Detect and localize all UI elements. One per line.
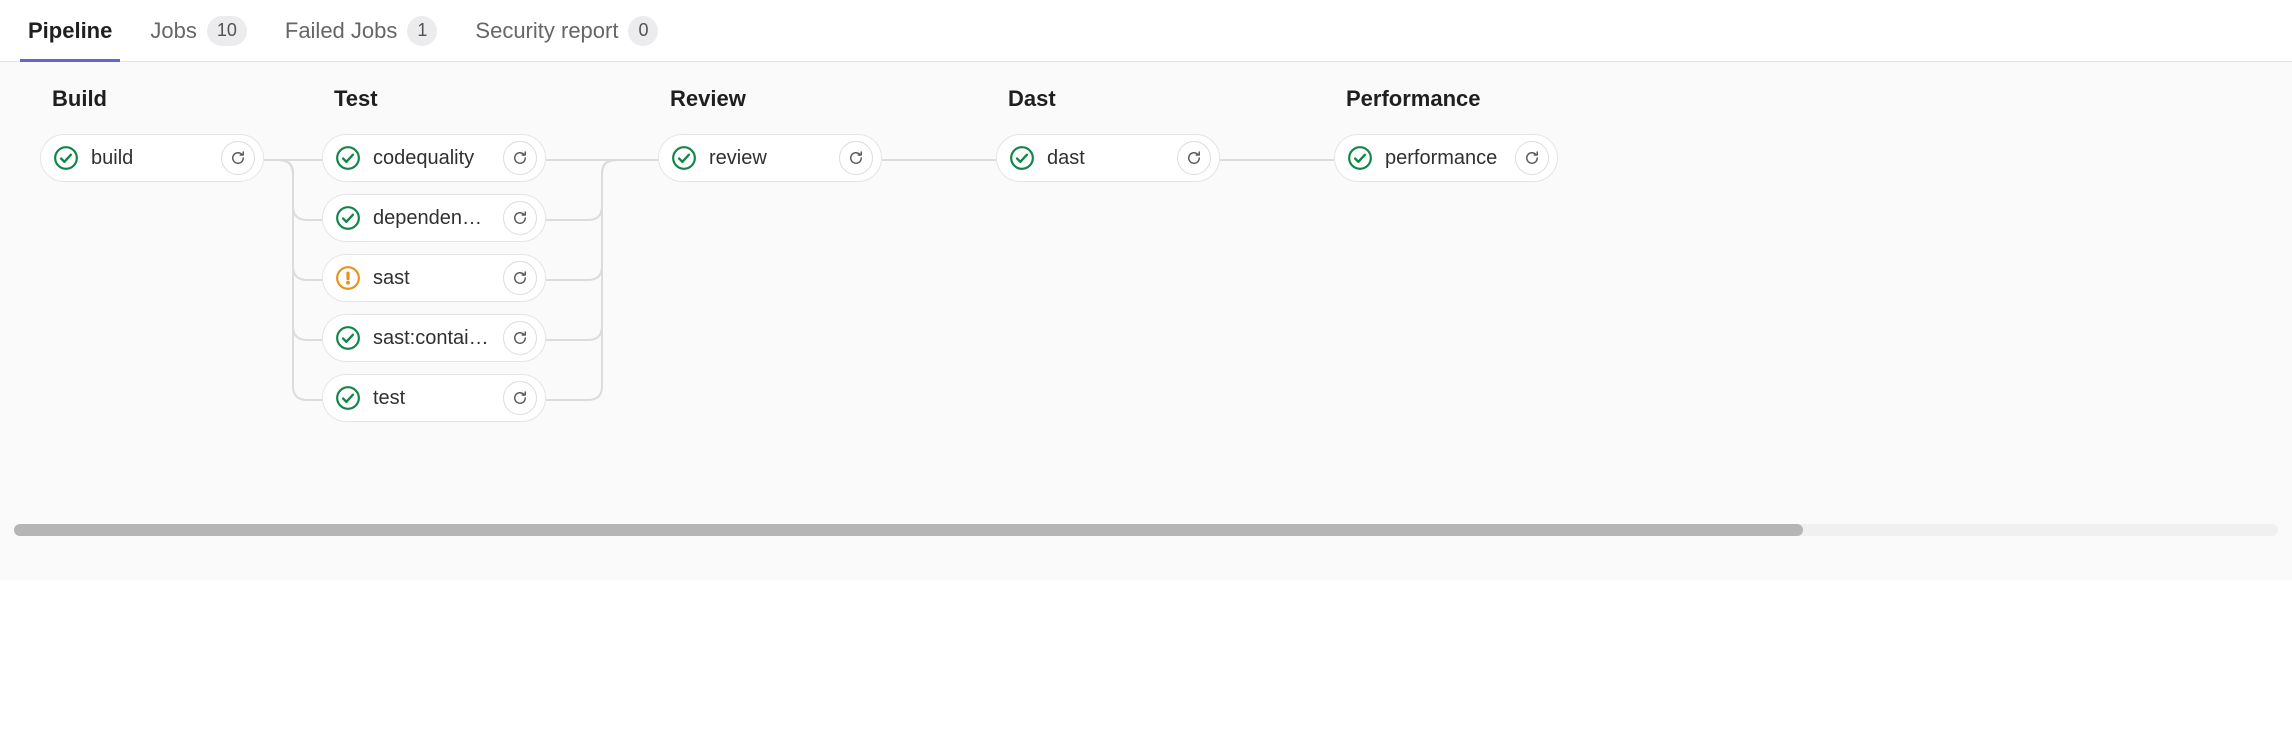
pipeline-graph: Build build Test codequality dependency_… <box>0 86 2292 506</box>
tab-failed-jobs[interactable]: Failed Jobs 1 <box>285 0 438 61</box>
stage-dast: Dast dast <box>996 86 1220 194</box>
tab-pipeline[interactable]: Pipeline <box>28 0 112 61</box>
tab-jobs[interactable]: Jobs 10 <box>150 0 247 61</box>
status-success-icon <box>1347 145 1373 171</box>
tab-badge: 10 <box>207 16 247 46</box>
job-pill[interactable]: review <box>658 134 882 182</box>
status-success-icon <box>53 145 79 171</box>
retry-button[interactable] <box>1177 141 1211 175</box>
tab-security-report[interactable]: Security report 0 <box>475 0 658 61</box>
stage-title: Review <box>670 86 882 112</box>
status-success-icon <box>1009 145 1035 171</box>
retry-button[interactable] <box>503 321 537 355</box>
job-name: review <box>709 147 767 170</box>
retry-button[interactable] <box>1515 141 1549 175</box>
pipeline-graph-scroll[interactable]: Build build Test codequality dependency_… <box>0 62 2292 580</box>
job-name: sast:container <box>373 327 491 350</box>
status-success-icon <box>335 325 361 351</box>
tab-label: Failed Jobs <box>285 18 398 44</box>
retry-button[interactable] <box>221 141 255 175</box>
job-pill[interactable]: test <box>322 374 546 422</box>
stage-review: Review review <box>658 86 882 194</box>
job-pill[interactable]: performance <box>1334 134 1558 182</box>
tab-label: Security report <box>475 18 618 44</box>
stage-performance: Performance performance <box>1334 86 1558 194</box>
job-name: dependency_s… <box>373 207 491 230</box>
job-pill[interactable]: dast <box>996 134 1220 182</box>
job-name: codequality <box>373 147 474 170</box>
tab-label: Pipeline <box>28 18 112 44</box>
status-success-icon <box>671 145 697 171</box>
stage-title: Build <box>52 86 264 112</box>
status-success-icon <box>335 385 361 411</box>
stage-build: Build build <box>40 86 264 194</box>
retry-button[interactable] <box>839 141 873 175</box>
status-warning-icon <box>335 265 361 291</box>
job-name: sast <box>373 267 410 290</box>
job-pill[interactable]: codequality <box>322 134 546 182</box>
retry-button[interactable] <box>503 201 537 235</box>
retry-button[interactable] <box>503 381 537 415</box>
horizontal-scrollbar[interactable] <box>14 524 2278 536</box>
job-name: dast <box>1047 147 1085 170</box>
scrollbar-thumb[interactable] <box>14 524 1803 536</box>
stage-title: Test <box>334 86 546 112</box>
tab-badge: 1 <box>407 16 437 46</box>
job-pill[interactable]: sast <box>322 254 546 302</box>
job-pill[interactable]: dependency_s… <box>322 194 546 242</box>
job-name: performance <box>1385 147 1497 170</box>
job-pill[interactable]: sast:container <box>322 314 546 362</box>
status-success-icon <box>335 205 361 231</box>
retry-button[interactable] <box>503 261 537 295</box>
tabs-bar: Pipeline Jobs 10 Failed Jobs 1 Security … <box>0 0 2292 62</box>
retry-button[interactable] <box>503 141 537 175</box>
job-pill[interactable]: build <box>40 134 264 182</box>
stage-test: Test codequality dependency_s… sast <box>322 86 546 434</box>
status-success-icon <box>335 145 361 171</box>
tab-label: Jobs <box>150 18 196 44</box>
job-name: test <box>373 387 405 410</box>
stage-title: Dast <box>1008 86 1220 112</box>
tab-badge: 0 <box>628 16 658 46</box>
job-name: build <box>91 147 133 170</box>
stage-title: Performance <box>1346 86 1558 112</box>
